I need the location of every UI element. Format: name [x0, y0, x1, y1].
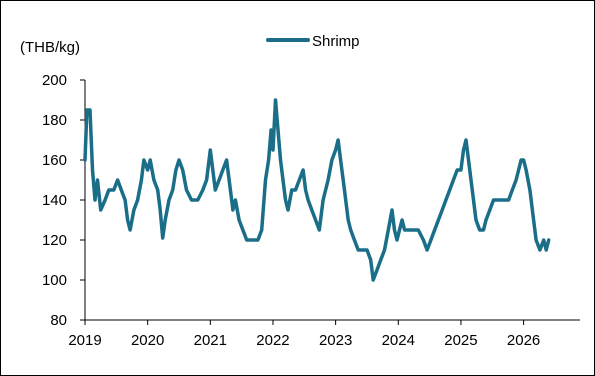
legend: Shrimp: [266, 33, 360, 50]
series-group: [83, 98, 551, 282]
legend-label: Shrimp: [312, 33, 360, 50]
y-tick-label: 180: [42, 112, 67, 129]
x-tick-label: 2024: [382, 332, 415, 349]
y-axis-label: (THB/kg): [20, 39, 80, 56]
y-tick-label: 120: [42, 232, 67, 249]
x-tick-label: 2021: [194, 332, 227, 349]
x-tick-label: 2025: [444, 332, 477, 349]
x-tick-label: 2026: [507, 332, 540, 349]
y-tick-label: 140: [42, 192, 67, 209]
x-tick-label: 2023: [319, 332, 352, 349]
series-line-shrimp: [83, 98, 551, 282]
x-tick-label: 2022: [256, 332, 289, 349]
y-tick-label: 80: [50, 312, 67, 329]
x-tick-label: 2019: [68, 332, 101, 349]
y-tick-label: 160: [42, 152, 67, 169]
axes: 80 100 120 140 160 180 200 2019 2020 2021 2022 2023…: [42, 72, 580, 349]
x-tick-label: 2020: [131, 332, 164, 349]
y-tick-label: 100: [42, 272, 67, 289]
y-tick-label: 200: [42, 72, 67, 89]
